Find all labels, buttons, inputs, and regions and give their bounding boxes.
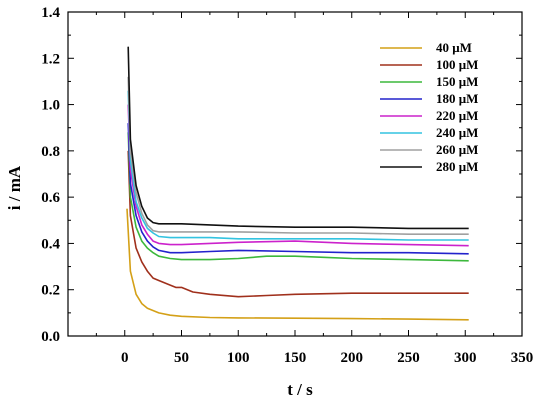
x-tick-label: 150 xyxy=(284,350,307,366)
legend-label-4: 180 μM xyxy=(436,91,478,106)
series-line-6 xyxy=(127,90,469,241)
y-tick-label: 1.2 xyxy=(41,51,60,67)
series-line-4 xyxy=(127,123,469,255)
x-tick-label: 200 xyxy=(341,350,364,366)
y-tick-label: 0.2 xyxy=(41,283,60,299)
series-line-8 xyxy=(127,46,469,230)
legend-label-1: 40 μM xyxy=(436,40,472,55)
series-line-5 xyxy=(127,104,469,247)
x-tick-label: 250 xyxy=(397,350,420,366)
y-tick-label: 0.0 xyxy=(41,329,60,345)
axis-ticks: 0 50 100 150 200 250 300 350 0.0 0.2 0.4 0.6 0.8 1.0 1… xyxy=(41,5,533,366)
x-tick-label: 300 xyxy=(454,350,477,366)
series-line-1 xyxy=(126,208,469,321)
y-tick-label: 0.8 xyxy=(41,144,60,160)
legend: 40 μM 100 μM 150 μM 180 μM 220 μM 240 μM 260 μ… xyxy=(380,40,478,174)
legend-label-3: 150 μM xyxy=(436,74,478,89)
series-line-7 xyxy=(127,76,469,235)
y-axis-title: i / mA xyxy=(5,165,24,210)
y-tick-label: 0.4 xyxy=(41,236,60,252)
legend-label-7: 260 μM xyxy=(436,142,478,157)
y-tick-label: 0.6 xyxy=(41,190,60,206)
x-axis-title: t / s xyxy=(287,380,313,399)
y-tick-label: 1.4 xyxy=(41,5,60,21)
legend-label-5: 220 μM xyxy=(436,108,478,123)
x-tick-label: 0 xyxy=(121,350,129,366)
x-tick-label: 50 xyxy=(174,350,189,366)
y-tick-label: 1.0 xyxy=(41,98,60,114)
series-lines xyxy=(126,46,469,321)
legend-label-8: 280 μM xyxy=(436,159,478,174)
series-line-2 xyxy=(127,150,469,298)
x-tick-label: 100 xyxy=(227,350,250,366)
series-line-3 xyxy=(127,132,469,262)
legend-label-6: 240 μM xyxy=(436,125,478,140)
x-tick-label: 350 xyxy=(511,350,534,366)
legend-label-2: 100 μM xyxy=(436,57,478,72)
